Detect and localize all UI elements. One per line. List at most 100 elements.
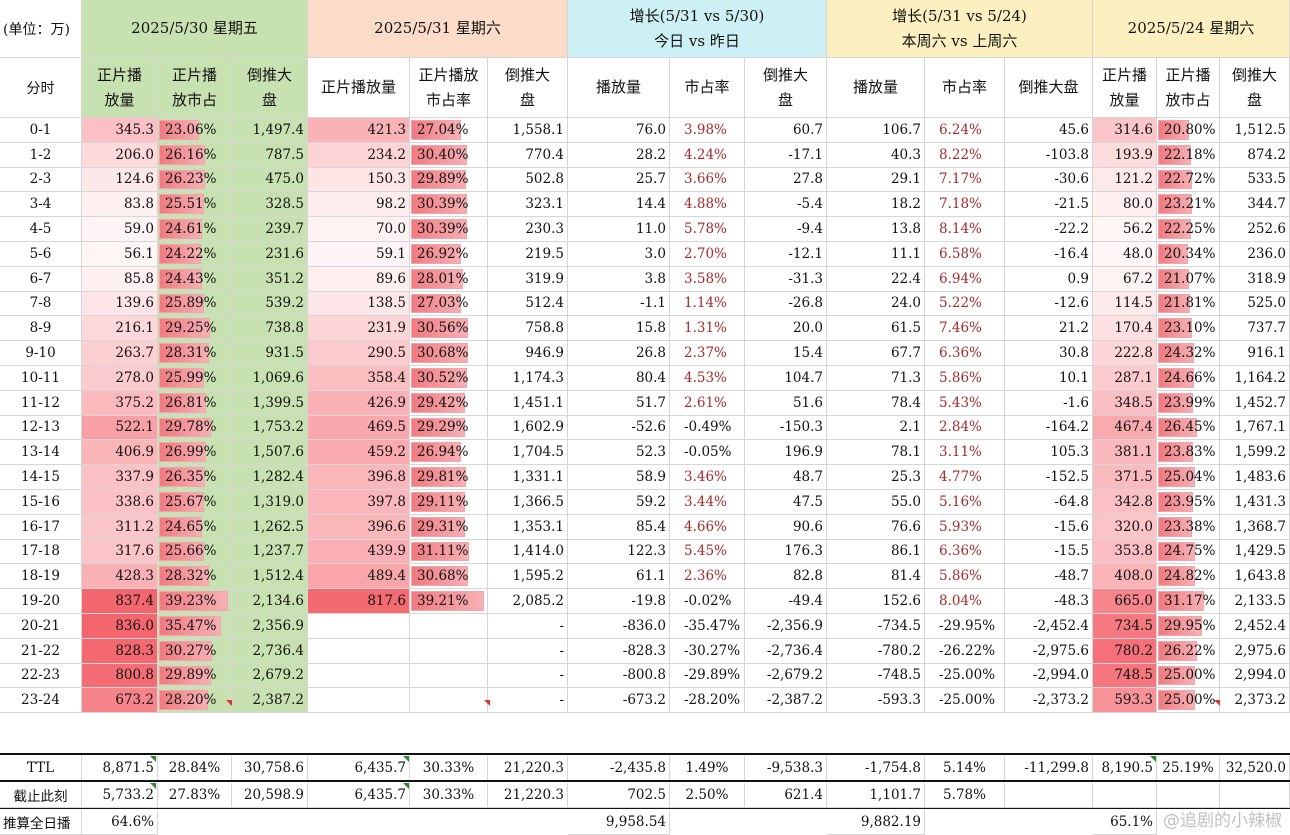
cell-d531-market: 758.8: [488, 316, 568, 342]
cell-d530-play: 206.0: [82, 142, 158, 168]
section-header-d531: 2025/5/31 星期六: [308, 0, 568, 58]
cell-g2-market: 30.8: [1005, 341, 1093, 366]
share-bar: [411, 194, 467, 215]
cell-g1-play: -19.8: [568, 589, 670, 614]
cell-g2-market: -21.5: [1005, 192, 1093, 218]
cell-g1-share: -0.49%: [670, 415, 745, 441]
cell-d524-play: 342.8: [1093, 490, 1157, 515]
cell-d524-play: 287.1: [1093, 366, 1157, 391]
cell-g1-share: 2.70%: [670, 242, 745, 267]
cell-g2-play: 76.6: [827, 514, 925, 540]
cell-g2-market: -30.6: [1005, 167, 1093, 193]
cell-d530-market: 1,319.0: [232, 490, 308, 515]
cell-g2-play: -780.2: [827, 638, 925, 664]
cell-d524-play: 193.9: [1093, 142, 1157, 168]
cell-d531-play: [308, 688, 410, 714]
cell-g1-market: -2,387.2: [745, 688, 827, 714]
cell-g2-play: 25.3: [827, 465, 925, 490]
share-value: 30.27%: [165, 642, 217, 659]
share-bar: [159, 516, 202, 537]
total-d530-2: 20,598.9: [232, 783, 308, 808]
cell-g2-play: 71.3: [827, 366, 925, 391]
cell-d531-market: 1,366.5: [488, 490, 568, 515]
share-bar: [411, 591, 484, 611]
column-header-g1-1: 市占率: [670, 58, 745, 118]
row-hour-label: 7-8: [0, 291, 82, 317]
cell-d530-share: 28.31%: [158, 341, 232, 366]
cell-g1-share: 4.88%: [670, 192, 745, 218]
row-hour-label: 17-18: [0, 539, 82, 565]
share-bar: [1158, 120, 1189, 140]
total-g2-2: [1005, 783, 1093, 808]
cell-g1-share: -30.27%: [670, 638, 745, 664]
cell-d530-market: 239.7: [232, 217, 308, 242]
share-bar: [1158, 690, 1195, 711]
column-header-d524-0: 正片播 放量: [1093, 58, 1157, 118]
cell-d530-market: 539.2: [232, 291, 308, 317]
share-bar: [159, 566, 209, 587]
cell-d531-play: [308, 638, 410, 664]
total-d530-1: 28.84%: [158, 756, 232, 781]
share-bar: [1158, 640, 1197, 661]
cell-d524-market: 1,452.7: [1220, 390, 1290, 416]
cell-g2-play: 106.7: [827, 118, 925, 143]
share-value: 28.32%: [165, 568, 217, 585]
cell-g1-market: -5.4: [745, 192, 827, 218]
cell-g1-share: -0.02%: [670, 589, 745, 614]
cell-d524-share: 22.25%: [1157, 217, 1220, 242]
cell-g1-share: 5.45%: [670, 539, 745, 565]
column-header-d530-2: 倒推大 盘: [232, 58, 308, 118]
cell-d531-share: [410, 663, 488, 689]
row-hour-label: 13-14: [0, 440, 82, 466]
cell-d524-market: 236.0: [1220, 242, 1290, 267]
share-bar: [411, 343, 468, 363]
cell-g1-play: 51.7: [568, 390, 670, 416]
cell-d524-play: 170.4: [1093, 316, 1157, 342]
cell-d524-market: 1,431.3: [1220, 490, 1290, 515]
share-bar: [1158, 194, 1192, 215]
share-value: 29.42%: [417, 394, 469, 411]
share-bar: [411, 492, 465, 512]
share-value: 25.67%: [165, 493, 217, 510]
share-bar: [411, 293, 461, 314]
row-hour-label: 20-21: [0, 614, 82, 639]
cell-d530-play: 216.1: [82, 316, 158, 342]
cell-d524-market: 1,368.7: [1220, 514, 1290, 540]
cell-d524-market: 525.0: [1220, 291, 1290, 317]
cell-g2-play: 22.4: [827, 266, 925, 292]
share-value: 29.89%: [165, 667, 217, 684]
cell-d524-market: 2,133.5: [1220, 589, 1290, 614]
cell-g2-market: -15.6: [1005, 514, 1093, 540]
total-d524-2: 32,520.0: [1220, 756, 1290, 781]
share-value: 35.47%: [165, 617, 217, 634]
cell-d530-market: 931.5: [232, 341, 308, 366]
cell-d530-share: 25.99%: [158, 366, 232, 391]
share-value: 23.99%: [1164, 394, 1216, 411]
cell-d531-share: [410, 688, 488, 714]
cell-d524-play: 67.2: [1093, 266, 1157, 292]
cell-g1-play: 76.0: [568, 118, 670, 143]
share-bar: [1158, 516, 1192, 537]
cell-d530-market: 351.2: [232, 266, 308, 292]
cell-d531-play: 421.3: [308, 118, 410, 143]
cell-d530-share: 25.89%: [158, 291, 232, 317]
share-bar: [1158, 368, 1194, 388]
cell-g2-share: 8.04%: [925, 589, 1005, 614]
share-bar: [1158, 492, 1193, 512]
cell-d524-market: 318.9: [1220, 266, 1290, 292]
share-value: 30.68%: [417, 568, 469, 585]
cell-g2-market: -2,373.2: [1005, 688, 1093, 714]
cell-g1-share: 3.58%: [670, 266, 745, 292]
share-value: 23.10%: [1164, 320, 1216, 337]
share-value: 23.06%: [165, 121, 217, 138]
cell-d530-market: 1,497.4: [232, 118, 308, 143]
cell-d530-share: 29.25%: [158, 316, 232, 342]
cell-g1-market: -150.3: [745, 415, 827, 441]
row-hour-label: 22-23: [0, 663, 82, 689]
cell-d531-play: 469.5: [308, 415, 410, 441]
total-d531-0: 6,435.7: [308, 756, 410, 781]
cell-g2-share: 7.46%: [925, 316, 1005, 342]
total-g2-1: 5.14%: [925, 756, 1005, 781]
row-hour-label: 21-22: [0, 638, 82, 664]
cell-d524-share: 29.95%: [1157, 614, 1220, 639]
